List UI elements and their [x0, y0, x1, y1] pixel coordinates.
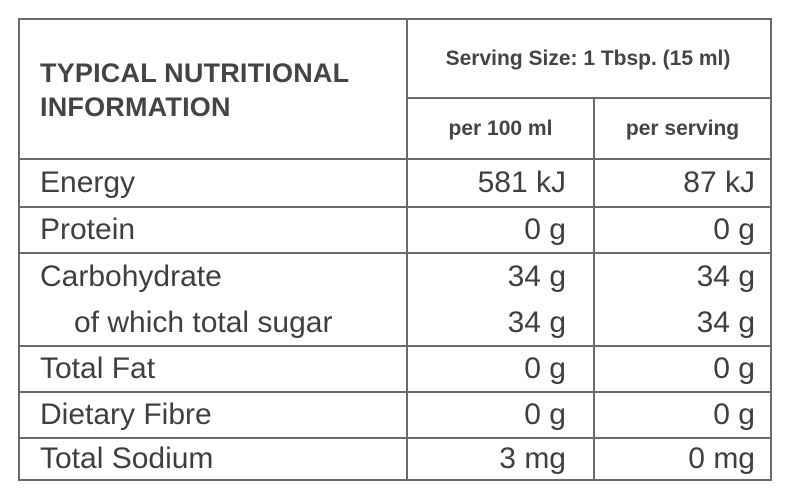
column-header-per-100ml: per 100 ml [448, 116, 553, 140]
row-divider [20, 158, 770, 160]
dietary-fibre-per-serving: 0 g [713, 398, 755, 431]
dietary-fibre-per-100ml: 0 g [524, 398, 566, 431]
table-title-line-2: INFORMATION [40, 92, 231, 122]
row-label-carbohydrate: Carbohydrate [40, 260, 222, 293]
row-divider [20, 206, 770, 208]
column-divider [406, 20, 408, 479]
row-divider [406, 97, 770, 99]
row-divider [20, 252, 770, 254]
carbohydrate-per-serving: 34 g [696, 260, 755, 293]
table-title-line-1: TYPICAL NUTRITIONAL [40, 58, 350, 88]
row-label-dietary-fibre: Dietary Fibre [40, 398, 212, 431]
column-divider [593, 98, 595, 479]
total-sugar-per-100ml: 34 g [507, 305, 566, 339]
row-label-energy: Energy [40, 166, 136, 199]
protein-per-100ml: 0 g [524, 213, 566, 246]
total-sugar-per-serving: 34 g [696, 305, 755, 339]
row-divider [20, 437, 770, 439]
row-label-total-sugar: of which total sugar [74, 305, 333, 339]
energy-per-serving: 87 kJ [683, 166, 755, 199]
energy-per-100ml: 581 kJ [477, 166, 566, 199]
carbohydrate-per-100ml: 34 g [507, 260, 566, 293]
row-divider [20, 345, 770, 347]
total-fat-per-serving: 0 g [713, 352, 755, 385]
table-title: TYPICAL NUTRITIONAL INFORMATION [40, 56, 400, 124]
total-fat-per-100ml: 0 g [524, 352, 566, 385]
row-label-total-sodium: Total Sodium [40, 442, 214, 475]
serving-size: Serving Size: 1 Tbsp. (15 ml) [445, 46, 731, 70]
row-label-protein: Protein [40, 213, 136, 246]
row-divider [20, 391, 770, 393]
protein-per-serving: 0 g [713, 213, 755, 246]
nutrition-table: TYPICAL NUTRITIONAL INFORMATION Serving … [18, 18, 772, 481]
total-sodium-per-100ml: 3 mg [499, 442, 566, 475]
row-label-total-fat: Total Fat [40, 352, 156, 385]
total-sodium-per-serving: 0 mg [688, 442, 755, 475]
column-header-per-serving: per serving [625, 116, 740, 140]
